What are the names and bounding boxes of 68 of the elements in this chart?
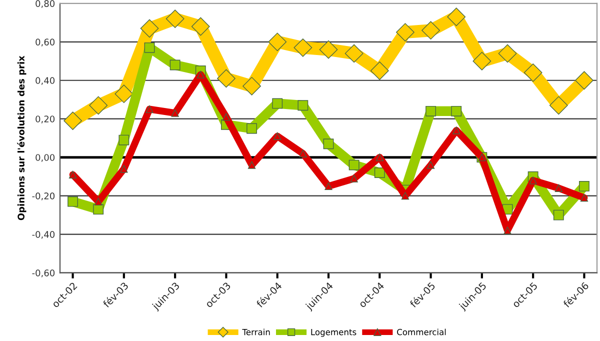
y-tick-label: 0,80 (36, 0, 55, 8)
point (554, 184, 562, 192)
legend-label: Terrain (242, 328, 270, 336)
point (529, 176, 537, 184)
y-axis-title: Opinions sur l'évolution des prix (17, 56, 26, 220)
point (524, 63, 542, 82)
point (246, 123, 257, 134)
point (68, 196, 78, 207)
legend-label: Commercial (397, 328, 446, 336)
point (350, 174, 358, 182)
point (171, 109, 179, 117)
point (374, 168, 385, 178)
point (299, 150, 307, 158)
legend-label: Logements (311, 329, 356, 337)
point (93, 204, 104, 215)
point (396, 23, 414, 42)
y-tick-label: -0,20 (32, 192, 55, 200)
point (451, 106, 462, 116)
point (580, 194, 588, 202)
point (196, 70, 204, 78)
point (376, 154, 384, 162)
y-tick-label: 0,40 (36, 77, 55, 85)
point (166, 10, 184, 28)
point (549, 96, 568, 115)
point (118, 134, 130, 146)
point (68, 170, 77, 178)
point (426, 161, 435, 169)
point (575, 71, 594, 90)
point (294, 38, 312, 57)
point (553, 210, 564, 220)
point (272, 98, 283, 109)
point (324, 182, 332, 190)
y-tick-label: -0,60 (32, 270, 55, 278)
point (146, 105, 154, 114)
point (344, 44, 364, 63)
point (504, 226, 512, 234)
point (144, 42, 155, 53)
point (579, 181, 590, 192)
point (298, 100, 308, 111)
point (323, 138, 334, 150)
y-tick-label: 0,20 (36, 116, 55, 124)
point (422, 21, 440, 40)
point (114, 84, 134, 104)
point (447, 8, 466, 26)
point (472, 52, 492, 70)
point (274, 132, 282, 140)
y-tick-label: 0,00 (36, 154, 55, 162)
point (319, 40, 338, 59)
point (426, 106, 436, 116)
y-tick-label: -0,40 (32, 231, 55, 239)
point (370, 62, 389, 80)
point (348, 160, 360, 170)
point (498, 44, 517, 63)
point (242, 76, 261, 96)
point (248, 161, 256, 169)
point (222, 113, 230, 121)
point (217, 69, 236, 88)
point (170, 60, 180, 70)
point (401, 192, 410, 200)
point (89, 96, 108, 115)
point (140, 19, 159, 38)
point (191, 17, 210, 36)
point (452, 126, 460, 134)
point (120, 165, 128, 173)
point (268, 32, 287, 52)
y-tick-label: 0,60 (36, 38, 55, 46)
point (64, 112, 82, 130)
point (94, 198, 102, 206)
